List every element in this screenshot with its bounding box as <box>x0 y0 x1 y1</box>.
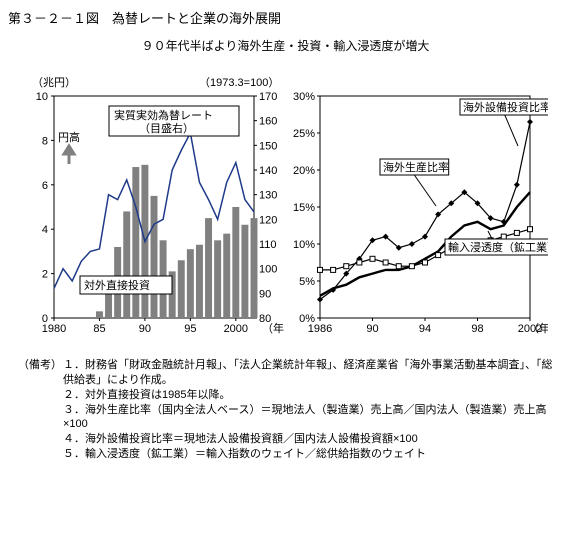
svg-text:110: 110 <box>259 239 277 251</box>
svg-text:150: 150 <box>259 140 277 152</box>
svg-text:（年）: （年） <box>528 321 548 335</box>
svg-text:海外生産比率: 海外生産比率 <box>383 160 449 174</box>
note-item: １．財務省「財政金融統計月報」、「法人企業統計年報」、経済産業省「海外事業活動基… <box>63 358 553 388</box>
svg-text:95: 95 <box>184 323 196 335</box>
notes-body: １．財務省「財政金融統計月報」、「法人企業統計年報」、経済産業省「海外事業活動基… <box>63 358 553 462</box>
svg-text:4: 4 <box>41 224 47 236</box>
svg-text:90: 90 <box>138 323 150 335</box>
svg-text:15%: 15% <box>292 202 314 214</box>
svg-text:25%: 25% <box>292 128 314 140</box>
svg-text:140: 140 <box>259 165 277 177</box>
svg-text:10%: 10% <box>292 239 314 251</box>
svg-text:円高: 円高 <box>58 130 80 144</box>
svg-text:90: 90 <box>366 323 378 335</box>
svg-text:（年）: （年） <box>262 321 284 335</box>
charts-container: （兆円）（1973.3=100）024681080901001101201301… <box>8 66 563 346</box>
note-item: ３．海外生産比率（国内全法人ベース）＝現地法人（製造業）売上高／国内法人（製造業… <box>63 403 553 433</box>
svg-text:2000: 2000 <box>223 323 247 335</box>
svg-text:10: 10 <box>35 91 47 103</box>
svg-text:（兆円）: （兆円） <box>32 76 76 89</box>
svg-text:30%: 30% <box>292 91 314 103</box>
svg-text:85: 85 <box>93 323 105 335</box>
svg-text:20%: 20% <box>292 165 314 177</box>
svg-text:160: 160 <box>259 116 277 128</box>
svg-text:100: 100 <box>259 264 277 276</box>
note-item: ５．輸入浸透度（鉱工業）＝輸入指数のウェイト／総供給指数のウェイト <box>63 447 553 462</box>
notes-block: （備考） １．財務省「財政金融統計月報」、「法人企業統計年報」、経済産業省「海外… <box>8 358 563 462</box>
note-item: ４．海外設備投資比率＝現地法人設備投資額／国内法人設備投資額×100 <box>63 432 553 447</box>
notes-label: （備考） <box>18 358 63 462</box>
svg-text:（目盛右）: （目盛右） <box>139 121 194 135</box>
svg-text:海外設備投資比率: 海外設備投資比率 <box>463 100 548 114</box>
svg-text:輸入浸透度（鉱工業）: 輸入浸透度（鉱工業） <box>448 240 548 254</box>
svg-text:2: 2 <box>41 269 47 281</box>
svg-text:170: 170 <box>259 91 277 103</box>
svg-text:（1973.3=100）: （1973.3=100） <box>199 76 279 89</box>
svg-text:98: 98 <box>471 323 483 335</box>
svg-text:5%: 5% <box>299 276 315 288</box>
svg-text:8: 8 <box>41 135 47 147</box>
left-chart: （兆円）（1973.3=100）024681080901001101201301… <box>24 66 284 346</box>
svg-text:実質実効為替レート: 実質実効為替レート <box>114 108 213 122</box>
svg-text:1986: 1986 <box>307 323 331 335</box>
svg-text:94: 94 <box>418 323 430 335</box>
right-chart: 0%5%10%15%20%25%30%19869094982002（年）海外設備… <box>288 66 548 346</box>
svg-text:90: 90 <box>259 288 271 300</box>
note-item: ２．対外直接投資は1985年以降。 <box>63 388 553 403</box>
svg-text:6: 6 <box>41 180 47 192</box>
svg-text:130: 130 <box>259 190 277 202</box>
svg-text:対外直接投資: 対外直接投資 <box>84 278 150 292</box>
figure-title: 第３－２－１図 為替レートと企業の海外展開 <box>8 8 563 27</box>
svg-text:120: 120 <box>259 214 277 226</box>
figure-subtitle: ９０年代半ばより海外生産・投資・輸入浸透度が増大 <box>8 37 563 54</box>
svg-text:1980: 1980 <box>41 323 65 335</box>
